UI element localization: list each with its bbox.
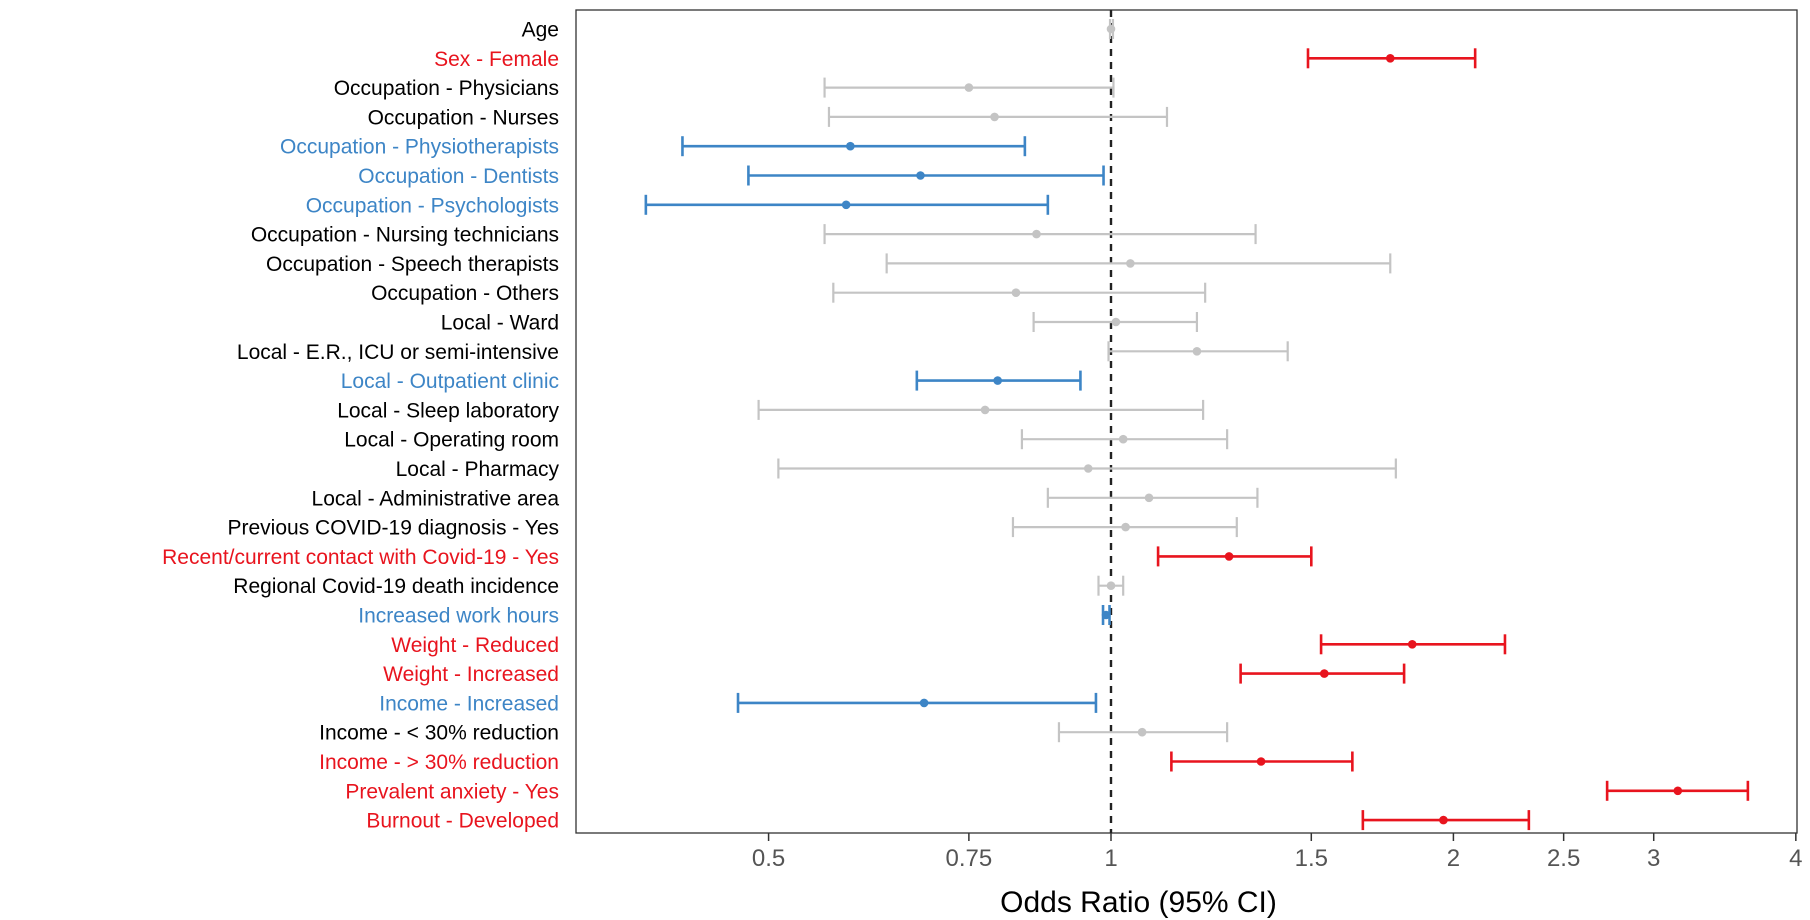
forest-row <box>823 224 1257 245</box>
point-estimate <box>1224 552 1234 561</box>
row-label: Recent/current contact with Covid-19 - Y… <box>162 546 559 569</box>
forest-row <box>1057 722 1229 743</box>
row-label: Occupation - Others <box>371 282 559 305</box>
forest-row <box>1097 575 1125 596</box>
row-label: Income - Increased <box>379 692 559 715</box>
point-estimate <box>1439 815 1448 825</box>
forest-row <box>1361 810 1531 831</box>
forest-row <box>1106 19 1116 39</box>
row-label: Occupation - Speech therapists <box>266 253 559 276</box>
point-estimate <box>1673 786 1683 796</box>
forest-row <box>736 692 1098 713</box>
point-estimate <box>919 698 929 708</box>
row-label: Income - > 30% reduction <box>319 751 559 774</box>
point-estimate <box>1106 24 1116 34</box>
x-axis-title: Odds Ratio (95% CI) <box>1000 886 1277 919</box>
forest-row <box>823 77 1115 98</box>
point-estimate <box>846 141 855 151</box>
row-label: Weight - Increased <box>383 663 559 686</box>
point-estimate <box>990 112 999 122</box>
x-tick-label: 0.75 <box>946 845 993 872</box>
point-estimate <box>1256 757 1266 766</box>
row-label: Regional Covid-19 death incidence <box>233 575 559 598</box>
x-tick-label: 3 <box>1647 845 1660 872</box>
forest-row <box>1020 429 1229 450</box>
row-label: Weight - Reduced <box>391 634 559 657</box>
x-tick-label: 1 <box>1104 845 1117 872</box>
row-label: Local - Operating room <box>344 429 559 452</box>
row-label: Local - Outpatient clinic <box>341 370 559 393</box>
point-estimate <box>993 376 1002 385</box>
forest-row <box>644 194 1050 215</box>
row-label: Occupation - Physicians <box>334 77 559 100</box>
forest-row <box>885 253 1392 274</box>
forest-row <box>1101 605 1111 625</box>
point-estimate <box>1111 317 1121 327</box>
row-label: Burnout - Developed <box>366 810 559 833</box>
forest-row <box>1156 546 1313 567</box>
forest-row <box>747 165 1105 186</box>
x-tick-label: 1.5 <box>1295 845 1328 872</box>
row-label: Local - E.R., ICU or semi-intensive <box>237 341 559 364</box>
point-estimate <box>1032 229 1041 239</box>
forest-row <box>1239 663 1406 684</box>
forest-row <box>1170 751 1354 772</box>
forest-row <box>1605 780 1750 801</box>
row-label: Occupation - Psychologists <box>306 194 559 217</box>
x-tick-label: 2 <box>1447 845 1460 872</box>
row-label: Occupation - Dentists <box>358 165 559 188</box>
forest-row <box>827 106 1169 127</box>
point-estimate <box>1385 54 1395 63</box>
row-label: Occupation - Physiotherapists <box>280 136 559 159</box>
point-estimate <box>1106 581 1116 590</box>
x-tick-label: 4 <box>1789 845 1802 872</box>
point-estimate <box>1137 727 1147 737</box>
forest-row <box>777 458 1397 479</box>
forest-row <box>1319 634 1507 655</box>
point-estimate <box>1407 640 1417 649</box>
row-label: Income - < 30% reduction <box>319 722 559 745</box>
row-label: Age <box>522 19 559 42</box>
point-estimate <box>1126 259 1135 268</box>
row-label: Occupation - Nursing technicians <box>251 224 559 247</box>
row-label: Local - Sleep laboratory <box>337 399 559 422</box>
row-label: Local - Pharmacy <box>396 458 560 481</box>
forest-row <box>1107 341 1289 362</box>
forest-row <box>1306 48 1477 69</box>
row-label: Increased work hours <box>358 605 559 628</box>
row-label: Prevalent anxiety - Yes <box>345 780 559 803</box>
point-estimate <box>980 405 990 415</box>
point-estimate <box>1083 464 1093 473</box>
plot-panel <box>575 9 1798 834</box>
point-estimate <box>964 83 974 92</box>
row-label: Occupation - Nurses <box>368 106 559 129</box>
forest-row <box>757 399 1205 420</box>
point-estimate <box>916 171 925 180</box>
forest-row <box>832 282 1207 303</box>
row-label: Local - Ward <box>441 312 559 335</box>
x-tick-label: 0.5 <box>752 845 785 872</box>
point-estimate <box>841 200 851 210</box>
forest-row <box>915 370 1082 391</box>
x-tick-label: 2.5 <box>1547 845 1580 872</box>
point-estimate <box>1144 493 1154 503</box>
point-estimate <box>1320 669 1329 678</box>
forest-row <box>1032 312 1199 332</box>
point-estimate <box>1101 610 1111 620</box>
row-label: Sex - Female <box>434 48 559 71</box>
point-estimate <box>1121 522 1130 532</box>
point-estimate <box>1011 288 1021 298</box>
forest-row <box>1011 517 1238 538</box>
forest-row <box>1046 487 1259 508</box>
row-label: Local - Administrative area <box>312 487 560 510</box>
forest-row <box>681 136 1027 157</box>
point-estimate <box>1192 347 1202 356</box>
point-estimate <box>1118 434 1128 444</box>
row-label: Previous COVID-19 diagnosis - Yes <box>228 517 560 540</box>
